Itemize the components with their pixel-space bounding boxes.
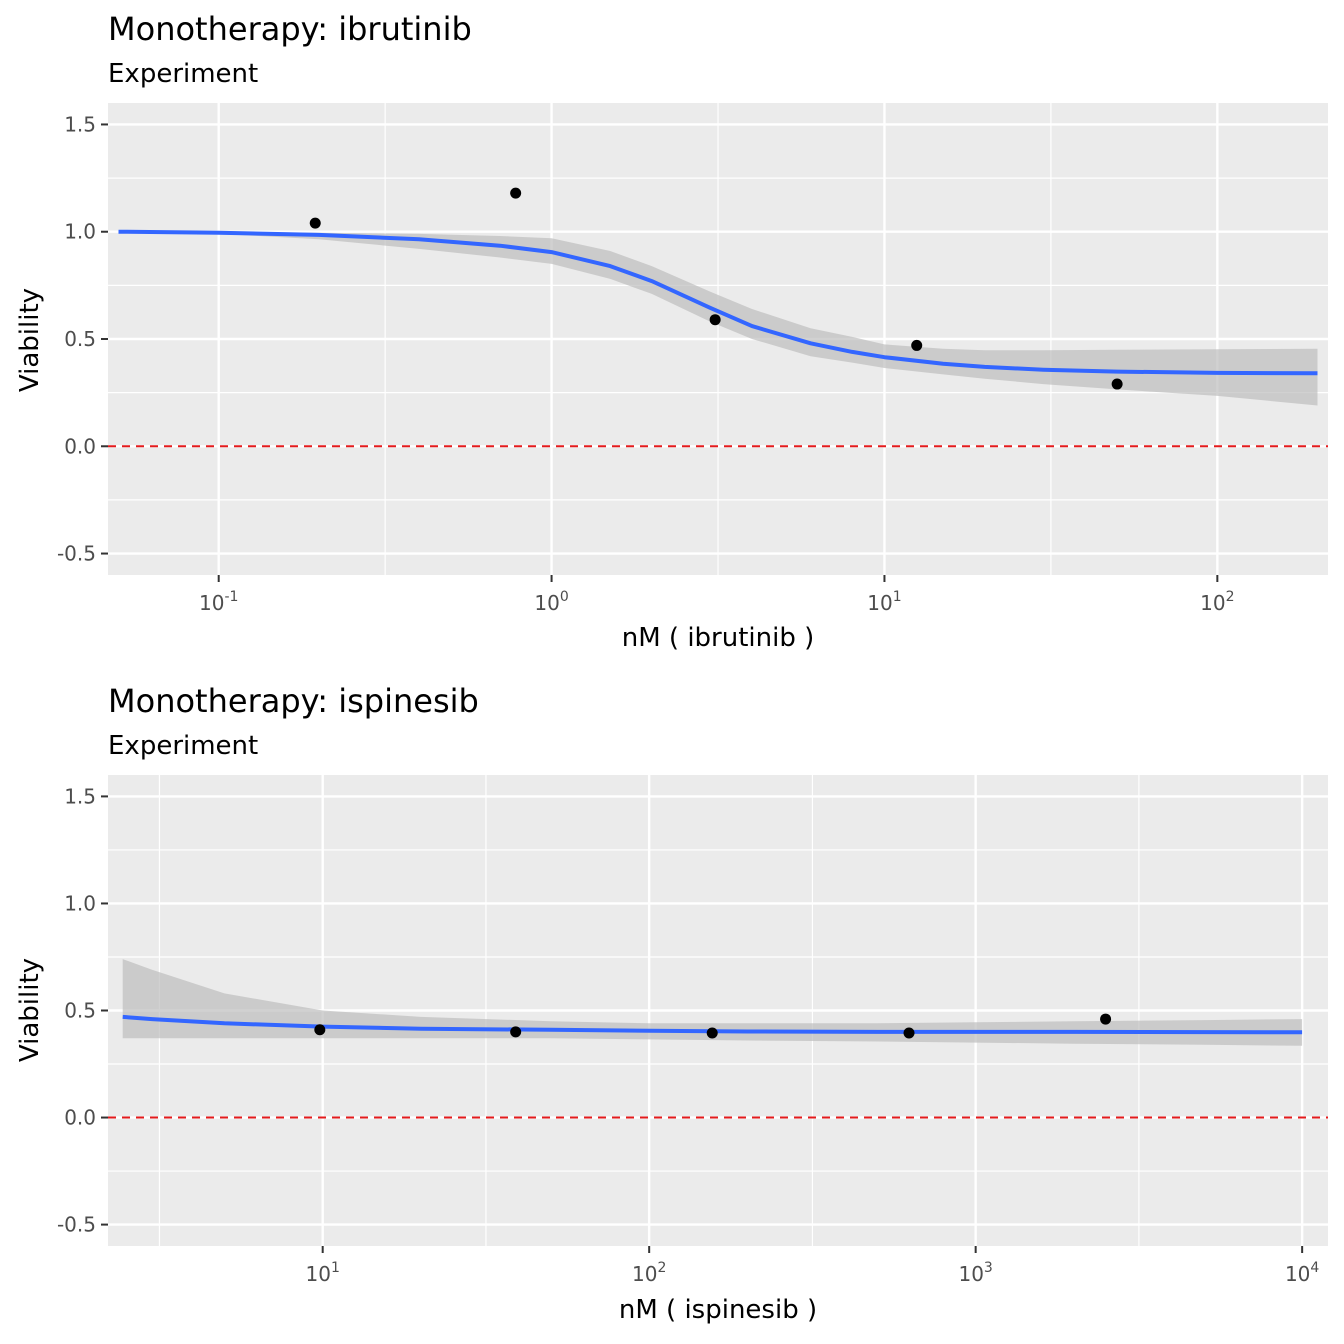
y-tick-label: -0.5: [57, 542, 96, 566]
y-tick-label: 0.0: [64, 434, 96, 458]
x-tick-label: 10-1: [199, 589, 238, 615]
x-tick-label: 101: [306, 1260, 340, 1286]
data-point: [1111, 378, 1123, 390]
y-tick-label: 1.0: [64, 891, 96, 915]
data-point: [911, 339, 923, 351]
data-point: [903, 1027, 915, 1039]
plot-area: 1.5 1.0 0.5 0.0 -0.5 101 102 103 104: [57, 775, 1328, 1286]
data-point: [510, 187, 522, 199]
data-point: [510, 1026, 522, 1038]
x-tick-label: 102: [632, 1260, 666, 1286]
x-tick-label: 104: [1285, 1260, 1319, 1286]
x-tick-label: 100: [534, 589, 568, 615]
panel-ibrutinib: Monotherapy: ibrutinib Experiment 1.5 1.0…: [15, 10, 1328, 653]
x-tick-label: 101: [867, 589, 901, 615]
y-tick-label: 0.0: [64, 1106, 96, 1130]
panel-ispinesib: Monotherapy: ispinesib Experiment 1.5 1.0…: [15, 682, 1328, 1325]
data-point: [309, 217, 321, 229]
data-point: [706, 1027, 718, 1039]
y-axis-label: Viability: [15, 958, 45, 1062]
fit-line: [118, 229, 1318, 376]
chart-subtitle: Experiment: [108, 731, 258, 761]
x-tick-label: 102: [1200, 589, 1234, 615]
plot-area: 1.5 1.0 0.5 0.0 -0.5 10-1 100 101 102: [57, 103, 1328, 615]
x-axis-label: nM ( ispinesib ): [619, 1295, 817, 1325]
chart-title: Monotherapy: ispinesib: [108, 682, 479, 720]
y-tick-label: 1.5: [64, 112, 96, 136]
data-point: [709, 314, 721, 326]
x-tick-label: 103: [958, 1260, 992, 1286]
data-point: [1100, 1013, 1112, 1025]
chart-subtitle: Experiment: [108, 59, 258, 89]
y-tick-label: 0.5: [64, 327, 96, 351]
x-axis-label: nM ( ibrutinib ): [622, 623, 815, 653]
y-tick-label: 1.0: [64, 220, 96, 244]
data-point: [314, 1024, 326, 1036]
confidence-ribbon: [122, 959, 1303, 1046]
chart-title: Monotherapy: ibrutinib: [108, 10, 472, 48]
fit-line: [122, 1014, 1303, 1035]
y-tick-label: 0.5: [64, 999, 96, 1023]
y-axis-label: Viability: [15, 288, 45, 392]
y-tick-label: -0.5: [57, 1213, 96, 1237]
y-tick-label: 1.5: [64, 784, 96, 808]
